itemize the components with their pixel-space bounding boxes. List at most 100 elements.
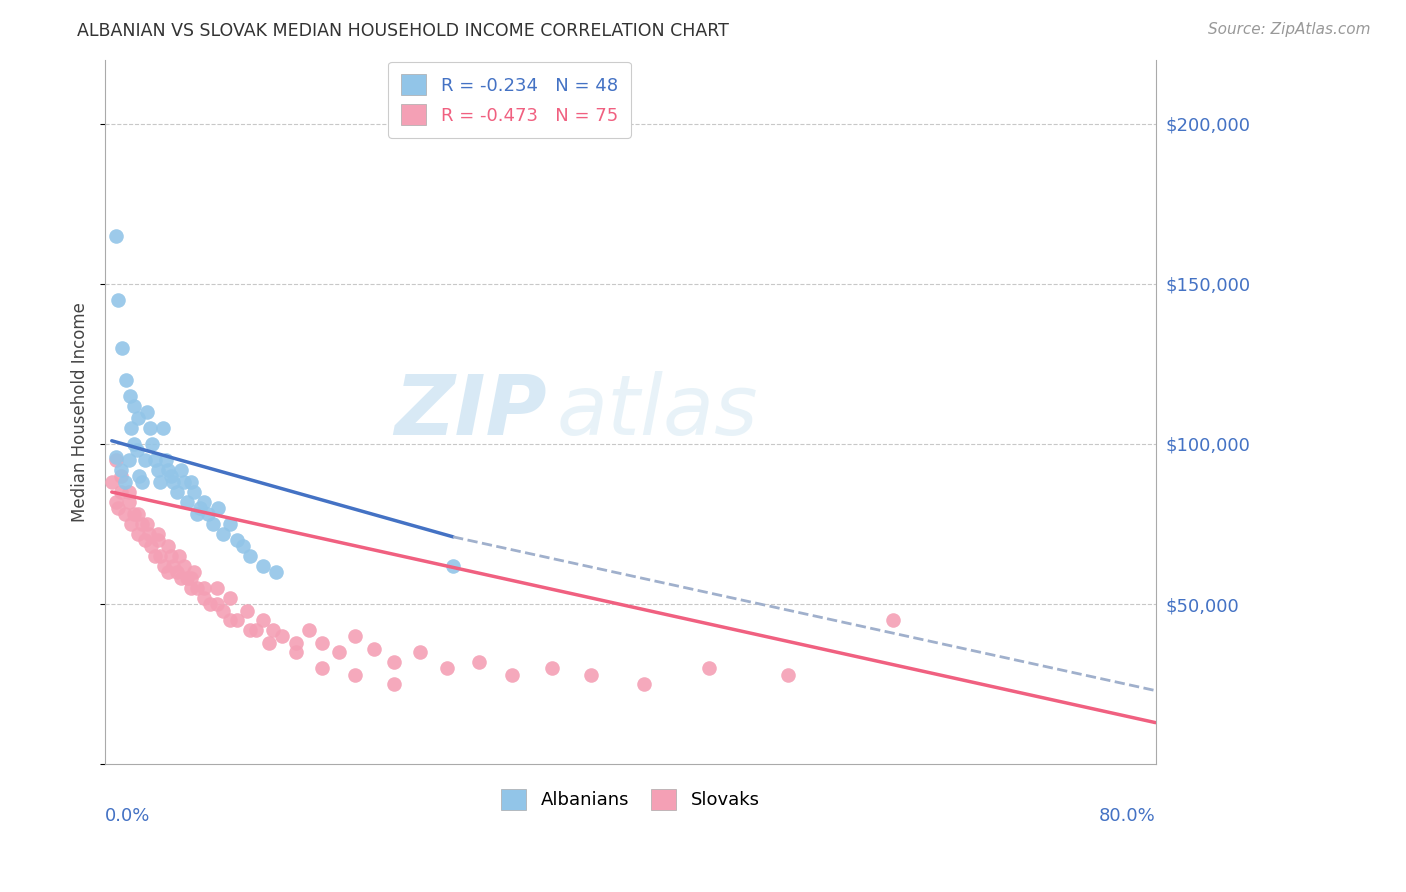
- Legend: Albanians, Slovaks: Albanians, Slovaks: [492, 780, 769, 819]
- Point: [110, 462, 132, 476]
- Point: [193, 591, 215, 605]
- Point: [139, 421, 162, 435]
- Point: [131, 475, 153, 490]
- Point: [776, 667, 799, 681]
- Point: [219, 516, 242, 531]
- Point: [284, 645, 307, 659]
- Point: [180, 581, 202, 595]
- Point: [262, 623, 284, 637]
- Point: [193, 494, 215, 508]
- Point: [160, 469, 183, 483]
- Point: [170, 462, 193, 476]
- Point: [183, 485, 205, 500]
- Point: [501, 667, 523, 681]
- Point: [160, 549, 183, 563]
- Point: [104, 228, 127, 243]
- Point: [197, 508, 219, 522]
- Point: [146, 462, 169, 476]
- Point: [136, 516, 159, 531]
- Point: [118, 485, 141, 500]
- Point: [104, 494, 127, 508]
- Point: [157, 462, 180, 476]
- Point: [212, 603, 235, 617]
- Point: [441, 558, 464, 573]
- Point: [176, 494, 198, 508]
- Point: [328, 645, 350, 659]
- Text: 80.0%: 80.0%: [1099, 806, 1156, 824]
- Point: [166, 485, 188, 500]
- Point: [167, 549, 190, 563]
- Point: [409, 645, 432, 659]
- Point: [252, 613, 274, 627]
- Point: [104, 453, 127, 467]
- Point: [186, 581, 208, 595]
- Point: [540, 661, 562, 675]
- Point: [146, 526, 169, 541]
- Point: [205, 597, 228, 611]
- Text: atlas: atlas: [557, 371, 758, 452]
- Point: [183, 565, 205, 579]
- Point: [100, 475, 122, 490]
- Point: [118, 453, 141, 467]
- Point: [153, 558, 176, 573]
- Point: [110, 469, 132, 483]
- Point: [157, 565, 180, 579]
- Point: [134, 453, 156, 467]
- Point: [114, 508, 136, 522]
- Point: [128, 469, 150, 483]
- Point: [468, 655, 491, 669]
- Point: [111, 341, 134, 355]
- Point: [107, 501, 129, 516]
- Point: [271, 629, 294, 643]
- Point: [236, 603, 259, 617]
- Point: [122, 399, 145, 413]
- Point: [173, 558, 195, 573]
- Point: [170, 572, 193, 586]
- Point: [136, 405, 159, 419]
- Point: [118, 494, 141, 508]
- Point: [382, 677, 405, 691]
- Point: [173, 475, 195, 490]
- Point: [141, 540, 163, 554]
- Point: [162, 558, 184, 573]
- Point: [311, 635, 333, 649]
- Point: [343, 667, 366, 681]
- Point: [882, 613, 904, 627]
- Point: [146, 533, 169, 547]
- Point: [205, 581, 228, 595]
- Point: [155, 453, 177, 467]
- Point: [149, 549, 172, 563]
- Point: [252, 558, 274, 573]
- Point: [200, 597, 222, 611]
- Point: [239, 549, 262, 563]
- Point: [1171, 603, 1194, 617]
- Point: [134, 533, 156, 547]
- Point: [107, 293, 129, 307]
- Point: [245, 623, 267, 637]
- Text: Source: ZipAtlas.com: Source: ZipAtlas.com: [1208, 22, 1371, 37]
- Text: ALBANIAN VS SLOVAK MEDIAN HOUSEHOLD INCOME CORRELATION CHART: ALBANIAN VS SLOVAK MEDIAN HOUSEHOLD INCO…: [77, 22, 730, 40]
- Point: [121, 421, 143, 435]
- Point: [298, 623, 321, 637]
- Point: [104, 450, 127, 464]
- Point: [436, 661, 458, 675]
- Point: [122, 508, 145, 522]
- Point: [180, 475, 202, 490]
- Point: [188, 501, 211, 516]
- Point: [201, 516, 224, 531]
- Point: [219, 613, 242, 627]
- Point: [633, 677, 655, 691]
- Point: [363, 642, 385, 657]
- Point: [311, 661, 333, 675]
- Point: [127, 526, 149, 541]
- Point: [149, 475, 172, 490]
- Point: [166, 565, 188, 579]
- Point: [141, 437, 163, 451]
- Point: [122, 437, 145, 451]
- Point: [176, 572, 198, 586]
- Point: [180, 572, 202, 586]
- Point: [207, 501, 229, 516]
- Point: [212, 526, 235, 541]
- Point: [232, 540, 254, 554]
- Point: [239, 623, 262, 637]
